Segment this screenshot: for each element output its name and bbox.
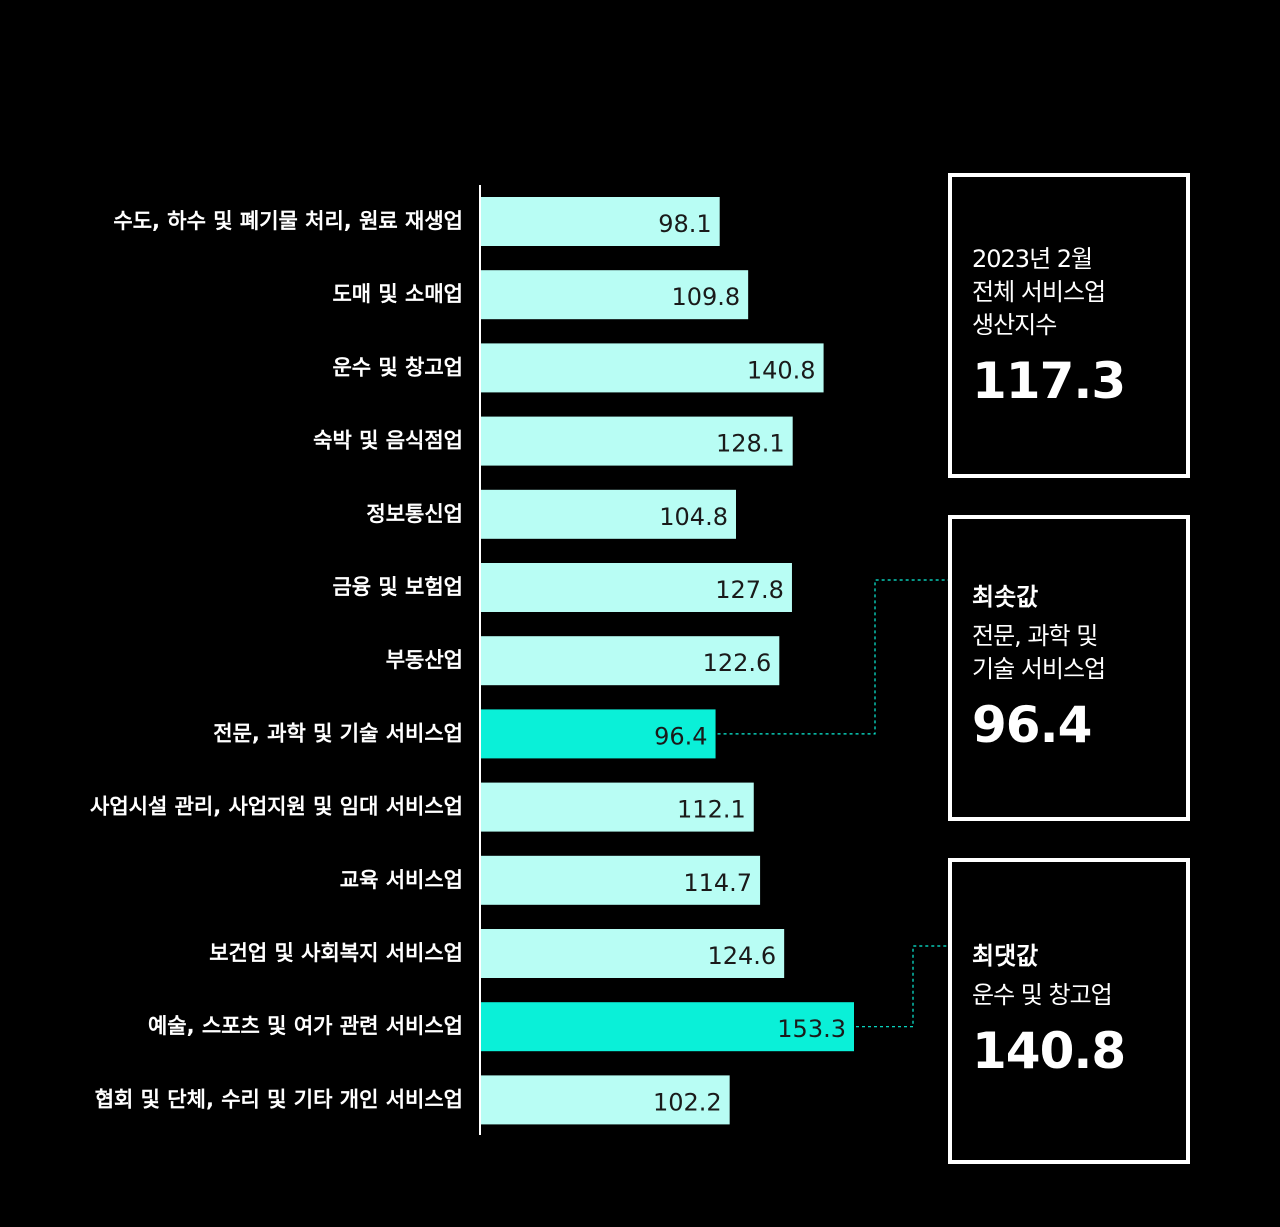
category-label-0: 수도, 하수 및 폐기물 처리, 원료 재생업 — [113, 209, 463, 233]
bar-1 — [481, 270, 749, 320]
min-connector-line — [717, 579, 962, 735]
category-label-8: 사업시설 관리, 사업지원 및 임대 서비스업 — [90, 795, 463, 819]
category-label-2: 운수 및 창고업 — [332, 355, 463, 379]
value-label-0: 98.1 — [658, 210, 711, 238]
category-label-7: 전문, 과학 및 기술 서비스업 — [213, 721, 463, 745]
value-label-3: 128.1 — [716, 430, 785, 458]
value-label-4: 104.8 — [659, 503, 728, 531]
category-label-9: 교육 서비스업 — [340, 868, 463, 892]
min-callout-line-1: 전문, 과학 및 — [972, 622, 1098, 650]
max-callout-heading: 최댓값 — [972, 942, 1039, 970]
value-label-6: 122.6 — [703, 649, 772, 677]
category-label-11: 예술, 스포츠 및 여가 관련 서비스업 — [148, 1014, 463, 1038]
bar-0 — [481, 197, 720, 246]
connector-lines — [717, 579, 962, 1028]
value-label-1: 109.8 — [671, 283, 740, 311]
category-label-6: 부동산업 — [386, 648, 463, 672]
value-label-12: 102.2 — [653, 1088, 722, 1116]
category-label-12: 협회 및 단체, 수리 및 기타 개인 서비스업 — [95, 1087, 463, 1111]
value-label-10: 124.6 — [707, 942, 776, 970]
total-callout-value: 117.3 — [972, 352, 1126, 410]
min-callout-box: 최솟값 전문, 과학 및 기술 서비스업 96.4 — [948, 515, 1190, 821]
value-label-5: 127.8 — [715, 576, 784, 604]
total-callout-line-2: 전체 서비스업 — [972, 278, 1106, 306]
category-label-4: 정보통신업 — [366, 502, 463, 526]
bar-10 — [481, 929, 785, 978]
min-callout-value: 96.4 — [972, 696, 1092, 754]
bar-3 — [481, 416, 793, 466]
category-label-5: 금융 및 보험업 — [332, 575, 463, 599]
bar-9 — [481, 855, 761, 905]
category-label-3: 숙박 및 음식점업 — [313, 429, 463, 453]
bar-5 — [481, 563, 792, 612]
bar-11 — [481, 1002, 854, 1052]
category-label-1: 도매 및 소매업 — [332, 282, 463, 306]
bar-2 — [481, 343, 824, 393]
value-label-8: 112.1 — [677, 796, 746, 824]
value-label-7: 96.4 — [654, 722, 707, 750]
min-callout-line-2: 기술 서비스업 — [972, 655, 1106, 683]
max-connector-line — [856, 945, 962, 1028]
total-callout-line-1: 2023년 2월 — [972, 245, 1093, 273]
value-label-9: 114.7 — [683, 869, 752, 897]
bar-6 — [481, 636, 780, 686]
min-callout-heading: 최솟값 — [972, 583, 1039, 611]
max-callout-box: 최댓값 운수 및 창고업 140.8 — [948, 858, 1190, 1164]
category-label-10: 보건업 및 사회복지 서비스업 — [209, 941, 463, 965]
total-callout-line-3: 생산지수 — [972, 311, 1057, 339]
bar-12 — [481, 1075, 730, 1125]
value-label-11: 153.3 — [777, 1015, 846, 1043]
bar-8 — [481, 782, 754, 832]
max-callout-value: 140.8 — [972, 1022, 1126, 1080]
bar-7 — [481, 709, 716, 759]
bars-group: 98.1 수도, 하수 및 폐기물 처리, 원료 재생업 109.8 도매 및 소매업… — [90, 197, 854, 1125]
max-callout-line-1: 운수 및 창고업 — [972, 981, 1113, 1009]
bar-4 — [481, 489, 736, 539]
total-callout-box: 2023년 2월 전체 서비스업 생산지수 117.3 — [948, 173, 1190, 478]
value-label-2: 140.8 — [747, 356, 816, 384]
